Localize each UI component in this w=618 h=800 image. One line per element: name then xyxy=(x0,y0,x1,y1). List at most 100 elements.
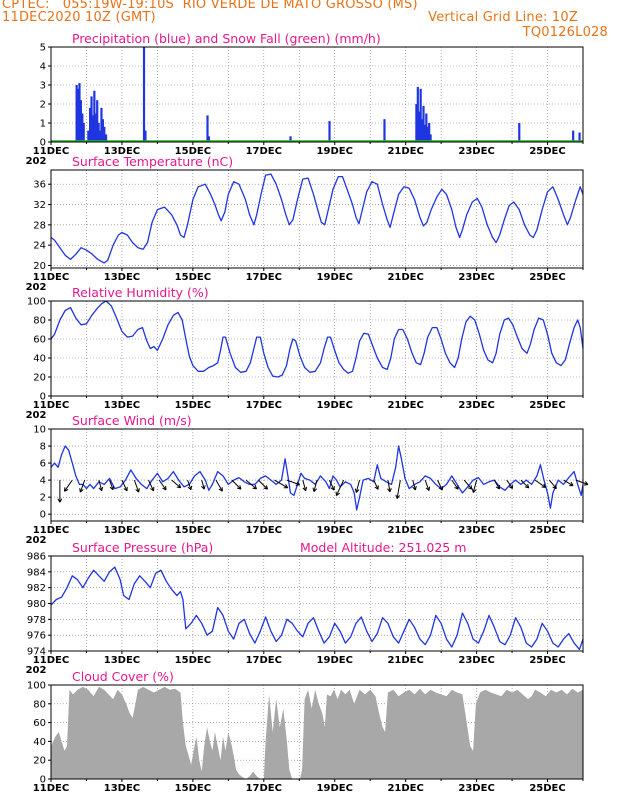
wind-vector xyxy=(64,479,73,492)
series-line xyxy=(51,174,583,263)
x-tick-label: 11DEC xyxy=(33,146,69,157)
precip-bar xyxy=(144,130,147,142)
wind-vector xyxy=(98,479,103,491)
y-tick-label: 0 xyxy=(40,392,46,403)
wind-arrowhead xyxy=(552,484,557,490)
x-tick-label: 19DEC xyxy=(317,146,353,157)
precip-bar xyxy=(93,90,96,142)
wind-vector xyxy=(171,479,182,489)
panel-frame xyxy=(50,300,584,397)
precip-bar xyxy=(422,105,425,142)
wind-arrowhead xyxy=(79,488,84,493)
x-year-fragment: 202 xyxy=(26,410,47,421)
y-tick-label: 1 xyxy=(40,119,46,130)
precip-bar xyxy=(328,121,331,142)
wind-vector xyxy=(79,479,86,493)
wind-vector xyxy=(451,479,459,490)
y-tick-label: 980 xyxy=(27,599,46,610)
panel-3: 0 20 40 60 80 100 11DEC 13DEC 15DEC 17DEC 19DEC 21D… xyxy=(26,285,583,421)
wind-vector xyxy=(493,479,500,490)
panel-1: 0 1 2 3 4 5 11DEC 13DEC 15DEC 17DEC 19DEC 21DEC 23DE… xyxy=(26,31,584,167)
x-tick-label: 23DEC xyxy=(458,655,494,666)
wind-vector xyxy=(158,479,167,491)
x-tick-label: 19DEC xyxy=(317,525,353,536)
wind-arrowhead xyxy=(569,481,574,487)
wind-vector xyxy=(302,479,307,491)
precip-bar xyxy=(103,126,106,142)
wind-vector xyxy=(286,479,300,486)
precip-bar xyxy=(428,123,431,142)
y-tick-label: 24 xyxy=(33,241,46,252)
x-tick-label: 25DEC xyxy=(529,655,565,666)
y-tick-label: 20 xyxy=(33,261,46,272)
y-tick-label: 982 xyxy=(27,583,46,594)
x-tick-label: 19DEC xyxy=(317,655,353,666)
x-tick-label: 15DEC xyxy=(175,272,211,283)
x-tick-label: 11DEC xyxy=(33,525,69,536)
x-tick-label: 21DEC xyxy=(387,400,423,411)
y-tick-label: 986 xyxy=(27,552,46,563)
wind-vector xyxy=(109,479,114,490)
wind-arrowhead xyxy=(176,483,182,489)
panel-title: Cloud Cover (%) xyxy=(72,669,174,684)
x-tick-label: 15DEC xyxy=(175,655,211,666)
precip-bar xyxy=(89,107,92,142)
y-tick-label: 40 xyxy=(33,354,46,365)
wind-arrowhead xyxy=(495,485,500,490)
wind-vector xyxy=(133,479,140,493)
wind-vector xyxy=(534,479,546,488)
wind-vector xyxy=(437,479,443,491)
y-tick-label: 28 xyxy=(33,220,46,231)
wind-arrowhead xyxy=(109,485,115,491)
series-line xyxy=(51,567,583,649)
x-tick-label: 21DEC xyxy=(387,525,423,536)
precip-bar xyxy=(142,47,146,142)
wind-arrowhead xyxy=(98,486,104,492)
header-datetime: 11DEC2020 10Z (GMT) xyxy=(2,10,156,25)
header-grid-line: Vertical Grid Line: 10Z xyxy=(428,10,578,25)
precip-bar xyxy=(383,119,386,142)
y-tick-label: 20 xyxy=(33,756,46,767)
y-tick-label: 32 xyxy=(33,200,46,211)
wind-vector xyxy=(258,479,268,490)
wind-arrowhead xyxy=(263,485,268,490)
precip-bar xyxy=(206,115,209,142)
x-tick-label: 25DEC xyxy=(529,272,565,283)
panel-6: 0 20 40 60 80 100 11DEC 13DEC 15DEC 17DEC 19DEC 21D… xyxy=(27,669,584,794)
wind-arrowhead xyxy=(425,486,431,491)
wind-vector xyxy=(373,479,379,490)
header-code: TQ0126L028 xyxy=(522,25,608,40)
y-tick-label: 984 xyxy=(27,567,46,578)
wind-vector xyxy=(335,479,345,496)
wind-arrowhead xyxy=(302,486,308,492)
x-tick-label: 23DEC xyxy=(458,525,494,536)
series-line xyxy=(51,446,583,510)
panel-title: Surface Pressure (hPa) xyxy=(72,540,213,555)
wind-vector xyxy=(121,479,128,492)
wind-arrowhead xyxy=(387,487,392,493)
wind-arrowhead xyxy=(218,487,223,492)
x-year-fragment: 202 xyxy=(26,156,47,167)
precip-bar xyxy=(415,104,418,142)
x-tick-label: 11DEC xyxy=(33,655,69,666)
precip-bar xyxy=(416,86,419,142)
precip-bar xyxy=(425,113,428,142)
wind-vector xyxy=(187,479,192,490)
y-tick-label: 5 xyxy=(40,43,46,54)
panel-frame xyxy=(50,555,584,652)
wind-arrowhead xyxy=(335,491,340,496)
precip-bar xyxy=(79,100,82,142)
x-tick-label: 25DEC xyxy=(529,525,565,536)
wind-vector xyxy=(245,479,257,490)
wind-vector xyxy=(148,479,155,492)
x-tick-label: 11DEC xyxy=(33,783,69,794)
y-tick-label: 60 xyxy=(33,718,46,729)
wind-arrowhead xyxy=(150,486,155,492)
wind-arrowhead xyxy=(354,488,360,493)
wind-vector xyxy=(396,480,401,499)
y-tick-label: 20 xyxy=(33,373,46,384)
precip-bar xyxy=(420,119,424,142)
x-tick-label: 13DEC xyxy=(104,400,140,411)
x-tick-label: 23DEC xyxy=(458,400,494,411)
